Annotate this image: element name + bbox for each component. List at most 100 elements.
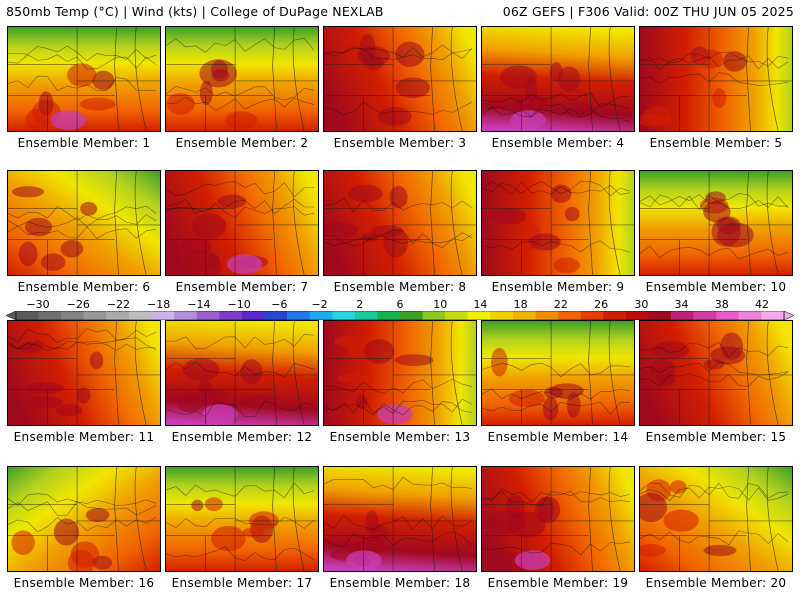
map-graphic xyxy=(324,321,476,425)
chart-title-left: 850mb Temp (°C) | Wind (kts) | College o… xyxy=(6,4,384,19)
map-graphic xyxy=(166,467,318,571)
colorbar-segment xyxy=(332,311,356,320)
colorbar-tick-label: 30 xyxy=(634,298,649,311)
colorbar-segment xyxy=(422,311,446,320)
colorbar-tick-label: −10 xyxy=(227,298,251,311)
colorbar-segment xyxy=(174,311,198,320)
colorbar-segment xyxy=(400,311,423,320)
ensemble-panel-8: Ensemble Member: 8 xyxy=(323,170,477,294)
colorbar-segment xyxy=(16,311,39,320)
ensemble-panel-5: Ensemble Member: 5 xyxy=(639,26,793,150)
colorbar-tick-label: 18 xyxy=(513,298,528,311)
colorbar-tick-label: −18 xyxy=(147,298,171,311)
ensemble-panel-18: Ensemble Member: 18 xyxy=(323,466,477,590)
map-graphic xyxy=(482,321,634,425)
colorbar-segment xyxy=(38,311,62,320)
colorbar-segment xyxy=(512,311,536,320)
temperature-map xyxy=(7,320,161,426)
ensemble-panel-14: Ensemble Member: 14 xyxy=(481,320,635,444)
colorbar-tick-label: 14 xyxy=(473,298,488,311)
map-graphic xyxy=(640,27,792,131)
member-label: Ensemble Member: 18 xyxy=(329,576,471,590)
colorbar-segment xyxy=(264,311,288,320)
temperature-map xyxy=(7,26,161,132)
member-label: Ensemble Member: 6 xyxy=(17,280,151,294)
map-graphic xyxy=(324,171,476,275)
ensemble-panel-4: Ensemble Member: 4 xyxy=(481,26,635,150)
temperature-map xyxy=(481,170,635,276)
colorbar-segment xyxy=(128,311,152,320)
map-graphic xyxy=(166,27,318,131)
ensemble-panel-12: Ensemble Member: 12 xyxy=(165,320,319,444)
member-label: Ensemble Member: 10 xyxy=(645,280,787,294)
colorbar-tick-label: −22 xyxy=(106,298,131,311)
ensemble-panel-11: Ensemble Member: 11 xyxy=(7,320,161,444)
colorbar-segment xyxy=(83,311,107,320)
temperature-map xyxy=(639,466,793,572)
map-graphic xyxy=(640,467,792,571)
ensemble-panel-2: Ensemble Member: 2 xyxy=(165,26,319,150)
map-graphic xyxy=(8,171,160,275)
colorbar-tick-label: −14 xyxy=(187,298,211,311)
temperature-map xyxy=(7,170,161,276)
ensemble-panel-16: Ensemble Member: 16 xyxy=(7,466,161,590)
colorbar-segment xyxy=(106,311,130,320)
colorbar-tick-label: 34 xyxy=(674,298,689,311)
ensemble-panel-19: Ensemble Member: 19 xyxy=(481,466,635,590)
temperature-map xyxy=(7,466,161,572)
colorbar-segment xyxy=(467,311,491,320)
member-label: Ensemble Member: 15 xyxy=(645,430,787,444)
temperature-map xyxy=(165,466,319,572)
colorbar-segment xyxy=(580,311,604,320)
member-label: Ensemble Member: 17 xyxy=(171,576,313,590)
ensemble-panel-9: Ensemble Member: 9 xyxy=(481,170,635,294)
map-graphic xyxy=(166,321,318,425)
colorbar-segment xyxy=(535,311,559,320)
ensemble-panel-13: Ensemble Member: 13 xyxy=(323,320,477,444)
colorbar-segment xyxy=(693,311,717,320)
map-graphic xyxy=(8,467,160,571)
temperature-map xyxy=(323,26,477,132)
ensemble-panel-7: Ensemble Member: 7 xyxy=(165,170,319,294)
colorbar-segment xyxy=(309,311,333,320)
member-label: Ensemble Member: 2 xyxy=(175,136,309,150)
colorbar-tick-label: 38 xyxy=(714,298,729,311)
colorbar-segment xyxy=(761,311,785,320)
colorbar-tick-label: 26 xyxy=(594,298,609,311)
ensemble-panel-17: Ensemble Member: 17 xyxy=(165,466,319,590)
colorbar-tick-label: −26 xyxy=(66,298,90,311)
colorbar-tick-label: −30 xyxy=(26,298,50,311)
colorbar-segment xyxy=(648,311,672,320)
member-label: Ensemble Member: 4 xyxy=(491,136,625,150)
ensemble-panel-15: Ensemble Member: 15 xyxy=(639,320,793,444)
colorbar-segment xyxy=(490,311,514,320)
member-label: Ensemble Member: 20 xyxy=(645,576,787,590)
member-label: Ensemble Member: 19 xyxy=(487,576,629,590)
colorbar-segment xyxy=(445,311,469,320)
colorbar-segment xyxy=(377,311,401,320)
colorbar-segment xyxy=(558,311,582,320)
map-graphic xyxy=(640,321,792,425)
temperature-map xyxy=(165,26,319,132)
temperature-map xyxy=(165,320,319,426)
map-graphic xyxy=(482,467,634,571)
colorbar-segment xyxy=(625,311,649,320)
colorbar-segment xyxy=(671,311,694,320)
colorbar-segment xyxy=(738,311,762,320)
temperature-map xyxy=(323,170,477,276)
colorbar-segment xyxy=(151,311,175,320)
member-label: Ensemble Member: 16 xyxy=(13,576,155,590)
colorbar-segment xyxy=(287,311,310,320)
colorbar-tick-label: 6 xyxy=(396,298,404,311)
ensemble-panel-3: Ensemble Member: 3 xyxy=(323,26,477,150)
member-label: Ensemble Member: 11 xyxy=(13,430,155,444)
colorbar-tick-label: 2 xyxy=(356,298,364,311)
temperature-map xyxy=(165,170,319,276)
map-graphic xyxy=(166,171,318,275)
temperature-colorbar: −30 −26 −22 −18 −14 −10 −6 −2 2 6 10 14 18 22 26 30 34 38… xyxy=(6,298,794,324)
member-label: Ensemble Member: 7 xyxy=(175,280,309,294)
colorbar-segment xyxy=(603,311,627,320)
temperature-map xyxy=(323,466,477,572)
colorbar-segment xyxy=(241,311,265,320)
member-label: Ensemble Member: 3 xyxy=(333,136,467,150)
